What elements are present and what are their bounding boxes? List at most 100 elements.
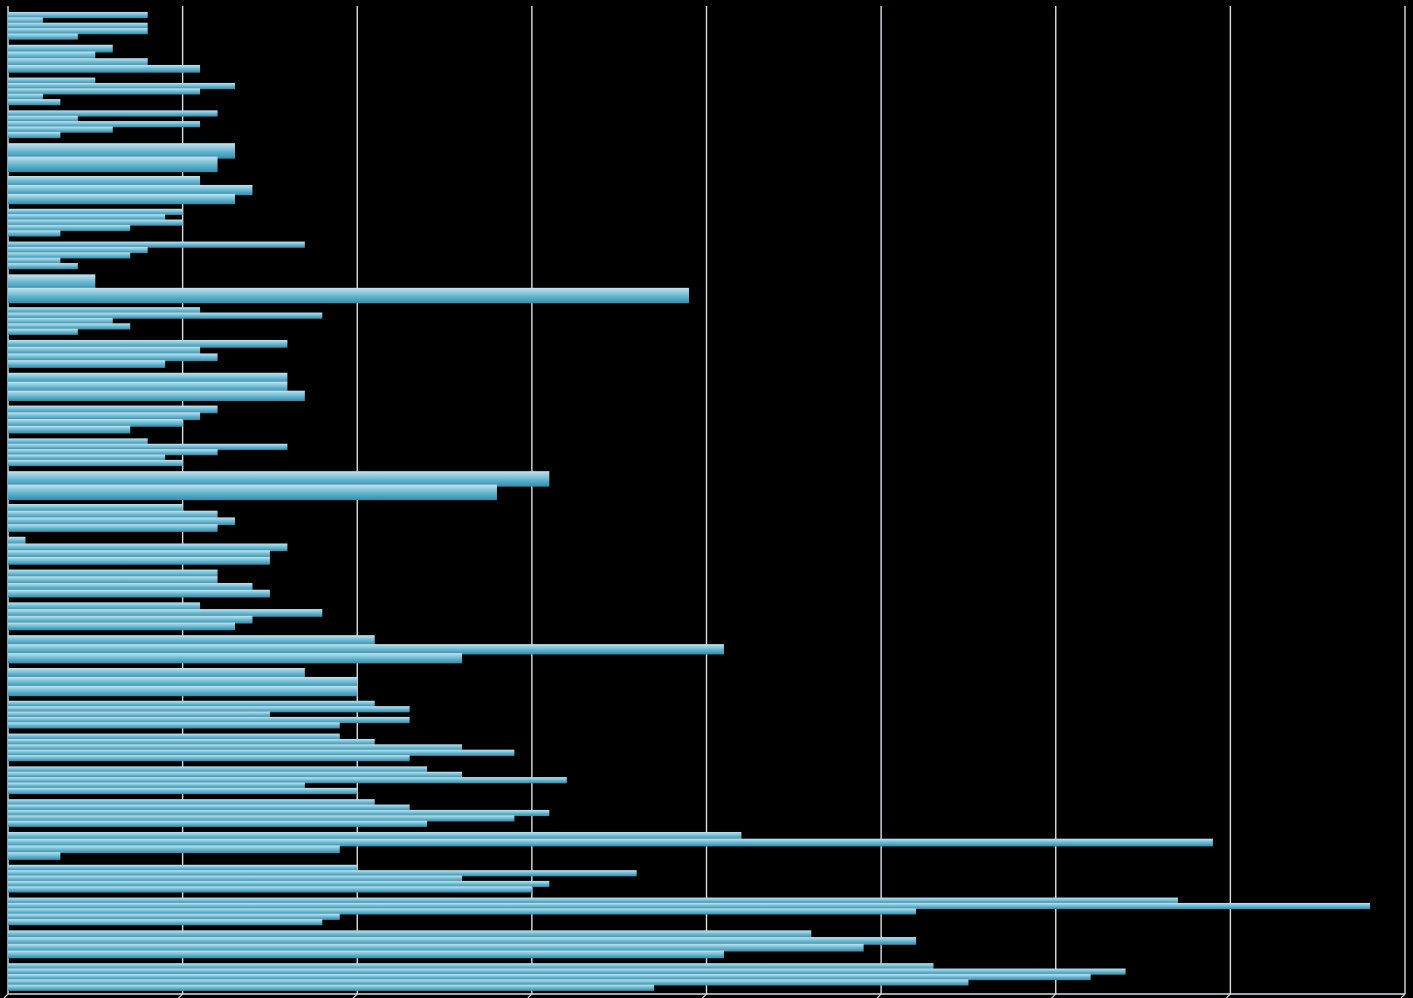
bar (8, 950, 724, 959)
bar (8, 252, 131, 259)
bar-group-24 (8, 766, 567, 795)
bar (8, 809, 550, 817)
bar (8, 815, 515, 822)
bar (8, 543, 288, 552)
bar (8, 777, 567, 784)
bar (8, 471, 550, 487)
bar-group-4 (8, 110, 218, 139)
bar (8, 653, 463, 664)
bar (8, 224, 131, 232)
bars (8, 11, 1371, 991)
bar (8, 484, 497, 501)
bar (8, 510, 218, 519)
bar (8, 973, 1091, 981)
bar (8, 968, 1126, 975)
bar-group-20 (8, 635, 724, 664)
bar (8, 328, 78, 335)
bar (8, 897, 1178, 904)
bar (8, 208, 183, 215)
bar-group-13 (8, 405, 218, 434)
bar (8, 449, 218, 456)
bar-group-15 (8, 471, 550, 501)
bar (8, 517, 236, 526)
bar (8, 372, 288, 384)
bar (8, 381, 288, 393)
x-tick-0 (3, 993, 9, 998)
bar-group-18 (8, 569, 270, 598)
bar (8, 323, 131, 330)
bar-group-30 (8, 963, 1126, 991)
bar (8, 875, 463, 882)
bar (8, 390, 305, 402)
bar (8, 766, 428, 773)
bar (8, 121, 201, 128)
bar (8, 930, 812, 939)
bar (8, 77, 96, 84)
bar (8, 214, 166, 221)
bar (8, 771, 463, 778)
bar (8, 93, 43, 100)
bar (8, 733, 340, 740)
bar (8, 143, 236, 159)
bar (8, 274, 96, 290)
bar (8, 838, 1213, 847)
bar (8, 156, 218, 173)
bar (8, 246, 148, 254)
bar (8, 700, 375, 707)
bar (8, 937, 917, 945)
bar-group-16 (8, 503, 236, 532)
bar (8, 230, 61, 237)
bar (8, 443, 288, 450)
bar-group-11 (8, 339, 288, 368)
bar (8, 635, 375, 646)
bar (8, 583, 253, 591)
bar (8, 425, 131, 434)
bar (8, 706, 410, 713)
bar (8, 17, 43, 24)
bar (8, 346, 201, 355)
bar (8, 984, 655, 991)
bar (8, 405, 218, 414)
bar (8, 870, 637, 877)
bar (8, 685, 358, 697)
bar (8, 22, 148, 29)
bar (8, 749, 515, 756)
bar (8, 716, 410, 724)
bar (8, 711, 270, 718)
bar (8, 755, 410, 762)
bar (8, 738, 375, 746)
bar (8, 963, 934, 970)
bar-group-22 (8, 700, 410, 729)
bar-group-9 (8, 274, 690, 304)
bar (8, 51, 96, 60)
bar (8, 556, 270, 565)
bar (8, 569, 218, 578)
bar (8, 412, 201, 421)
bar (8, 536, 26, 545)
bar (8, 307, 201, 314)
bar (8, 902, 1371, 910)
bar-group-26 (8, 831, 1213, 860)
bar (8, 126, 113, 133)
bar (8, 193, 236, 205)
bar (8, 360, 166, 368)
bar (8, 722, 340, 729)
bar (8, 644, 724, 655)
bar (8, 602, 201, 611)
bar (8, 744, 463, 751)
bar (8, 110, 218, 117)
bar (8, 99, 61, 106)
bar-group-5 (8, 143, 236, 173)
bar (8, 831, 742, 840)
bar (8, 913, 340, 920)
bar-group-28 (8, 897, 1371, 926)
bar (8, 58, 148, 66)
bar (8, 524, 218, 532)
bar (8, 804, 410, 811)
bar-group-19 (8, 602, 323, 631)
bar (8, 550, 270, 558)
bar (8, 33, 78, 40)
bar-group-6 (8, 175, 253, 205)
bar (8, 287, 690, 304)
